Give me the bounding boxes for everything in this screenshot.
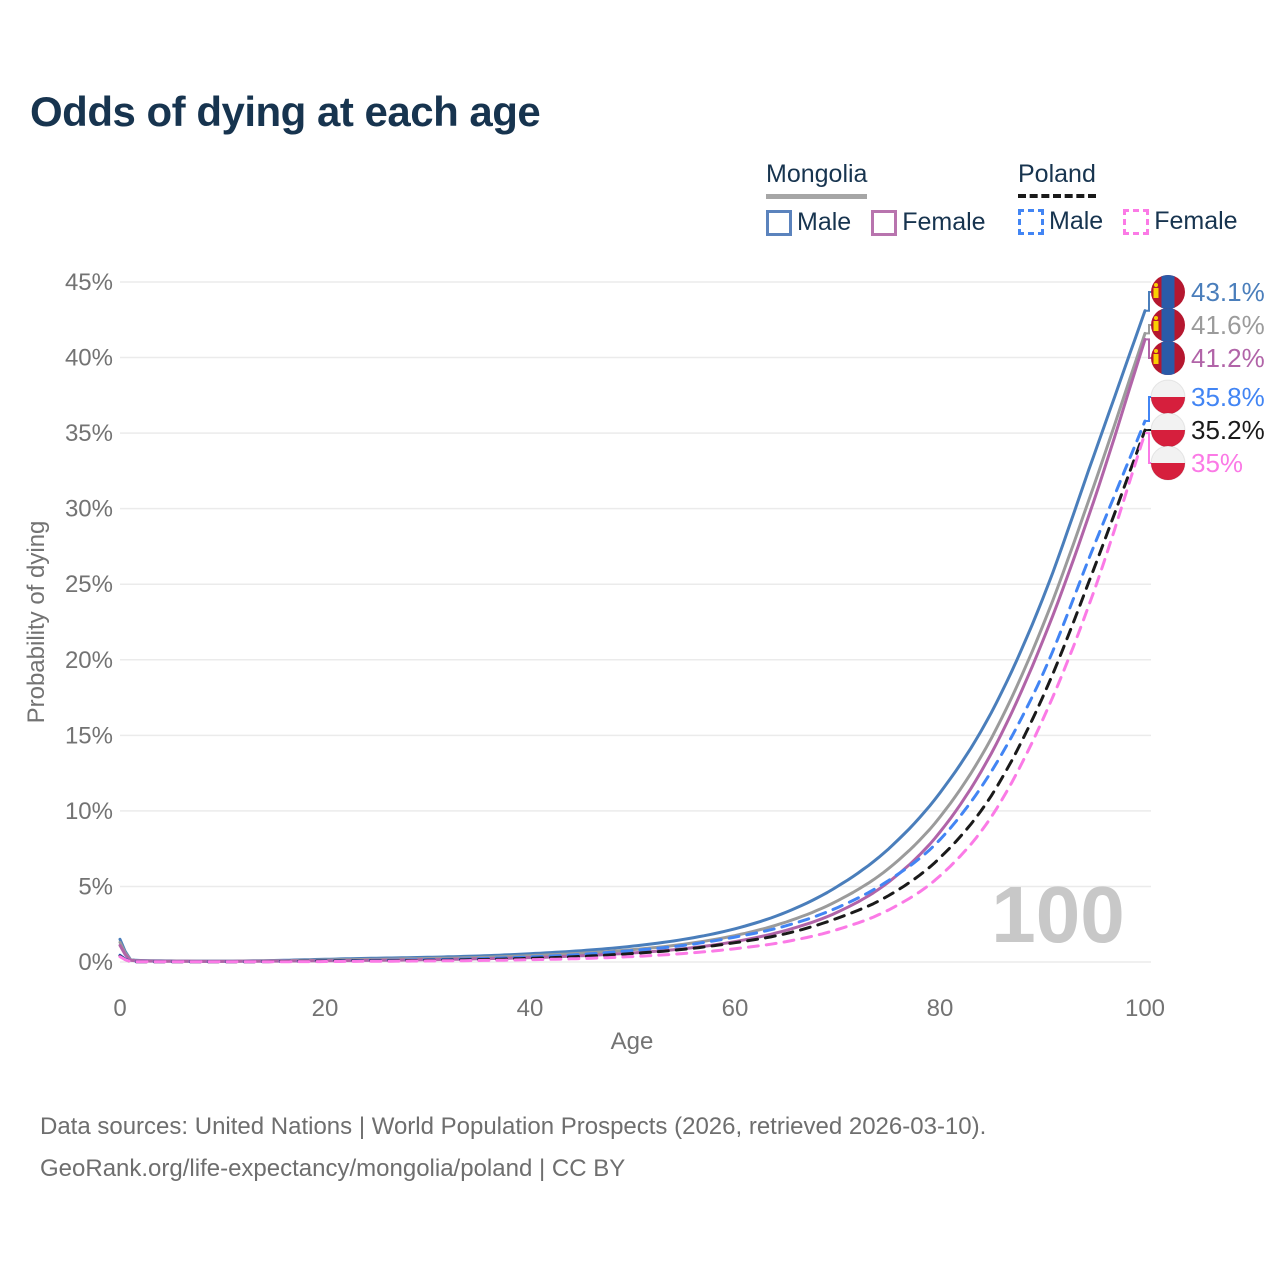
poland-flag-icon [1150, 379, 1186, 415]
y-axis-tick-labels: 0% 5% 10% 15% 20% 25% 30% 35% 40% 45% [65, 269, 113, 976]
series-line-mongolia-male[interactable] [118, 309, 1147, 963]
y-tick-label: 15% [65, 722, 113, 749]
poland-flag-icon [1150, 445, 1186, 481]
series-line-mongolia-both-sexes[interactable] [118, 331, 1147, 963]
legend-label-poland-female: Female [1154, 207, 1238, 235]
data-source-footer: Data sources: United Nations | World Pop… [40, 1106, 986, 1190]
legend-group-poland: Poland Male Female [1018, 160, 1238, 236]
legend-row-poland: Male Female [1018, 207, 1238, 236]
legend-item-poland-male[interactable]: Male [1018, 207, 1103, 236]
legend-group-mongolia: Mongolia Male Female [766, 160, 986, 237]
legend-row-mongolia: Male Female [766, 208, 986, 237]
checkbox-mongolia-female[interactable] [871, 209, 898, 236]
legend-item-poland-female[interactable]: Female [1123, 207, 1238, 236]
y-tick-label: 40% [65, 345, 113, 372]
y-tick-label: 20% [65, 647, 113, 674]
poland-flag-icon [1150, 412, 1186, 448]
end-value-label: 41.6% [1191, 310, 1265, 340]
y-tick-label: 30% [65, 496, 113, 523]
y-tick-label: 0% [78, 949, 113, 976]
y-tick-label: 35% [65, 420, 113, 447]
page-title: Odds of dying at each age [30, 88, 541, 135]
end-value-label: 35.2% [1191, 415, 1265, 445]
mongolia-flag-icon [1151, 275, 1185, 309]
end-value-label: 35% [1191, 448, 1243, 478]
x-tick-label: 100 [1125, 995, 1165, 1022]
legend-country-poland: Poland [1018, 160, 1096, 198]
y-axis-title: Probability of dying [23, 521, 50, 724]
end-value-label: 41.2% [1191, 343, 1265, 373]
x-tick-label: 40 [517, 995, 544, 1022]
y-tick-label: 25% [65, 571, 113, 598]
series-line-poland-female[interactable] [118, 431, 1147, 964]
end-label-flags [1150, 275, 1186, 481]
legend-item-mongolia-male[interactable]: Male [766, 208, 851, 237]
legend-item-mongolia-female[interactable]: Female [871, 208, 986, 237]
footer-line-1: Data sources: United Nations | World Pop… [40, 1113, 987, 1140]
gridlines [120, 281, 1151, 963]
legend-country-mongolia: Mongolia [766, 160, 868, 199]
checkbox-mongolia-male[interactable] [766, 209, 792, 236]
checkbox-poland-female[interactable] [1123, 208, 1150, 235]
legend-label-mongolia-male: Male [797, 208, 852, 236]
y-tick-label: 45% [65, 269, 113, 296]
legend-label-mongolia-female: Female [902, 208, 986, 236]
series-lines [118, 309, 1147, 964]
x-axis-tick-labels: 0 20 40 60 80 100 [113, 995, 1165, 1022]
x-tick-label: 80 [927, 995, 954, 1022]
y-tick-label: 10% [65, 798, 113, 825]
checkbox-poland-male[interactable] [1018, 208, 1044, 235]
footer-line-2: GeoRank.org/life-expectancy/mongolia/pol… [40, 1155, 626, 1182]
age-watermark: 100 [991, 870, 1124, 959]
x-tick-label: 60 [722, 995, 749, 1022]
end-value-labels: 43.1%41.6%41.2% 35.8%35.2%35% [1191, 277, 1265, 478]
y-tick-label: 5% [78, 873, 113, 900]
end-value-label: 43.1% [1191, 277, 1265, 307]
end-value-label: 35.8% [1191, 382, 1265, 412]
mongolia-flag-icon [1151, 308, 1185, 342]
legend-label-poland-male: Male [1049, 207, 1104, 235]
x-tick-label: 0 [113, 995, 126, 1022]
x-tick-label: 20 [312, 995, 339, 1022]
x-axis-title: Age [611, 1028, 654, 1055]
mongolia-flag-icon [1151, 341, 1185, 375]
